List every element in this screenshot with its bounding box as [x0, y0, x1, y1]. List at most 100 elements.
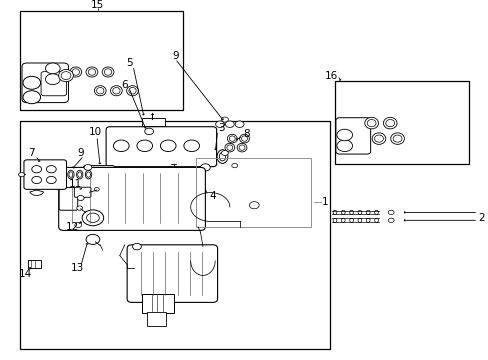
Ellipse shape [110, 86, 122, 96]
Text: 12: 12 [65, 222, 79, 232]
Text: 3: 3 [218, 123, 224, 133]
Ellipse shape [357, 210, 361, 215]
Ellipse shape [241, 136, 247, 141]
Ellipse shape [349, 218, 353, 222]
Ellipse shape [392, 135, 401, 142]
Ellipse shape [102, 67, 114, 77]
Circle shape [45, 74, 60, 85]
Circle shape [23, 91, 41, 104]
Circle shape [221, 117, 228, 122]
Bar [28, 260, 41, 268]
Text: 9: 9 [77, 148, 84, 158]
Circle shape [221, 150, 228, 156]
Ellipse shape [366, 120, 375, 127]
FancyBboxPatch shape [41, 72, 66, 96]
Circle shape [75, 222, 81, 228]
Ellipse shape [224, 143, 234, 152]
Ellipse shape [229, 136, 235, 141]
FancyBboxPatch shape [83, 166, 114, 175]
Circle shape [200, 164, 210, 171]
Circle shape [19, 172, 24, 177]
Text: 16: 16 [324, 71, 338, 81]
Bar [146, 312, 166, 326]
Circle shape [137, 140, 152, 152]
Ellipse shape [341, 218, 345, 222]
Ellipse shape [86, 67, 98, 77]
FancyBboxPatch shape [106, 127, 216, 167]
Circle shape [387, 218, 393, 222]
Ellipse shape [219, 152, 225, 161]
Ellipse shape [129, 87, 136, 94]
Circle shape [77, 206, 82, 210]
Circle shape [160, 140, 176, 152]
Circle shape [45, 63, 60, 74]
Ellipse shape [104, 69, 111, 75]
Text: 6: 6 [121, 80, 128, 90]
Circle shape [84, 165, 92, 170]
Circle shape [113, 140, 129, 152]
Circle shape [225, 121, 234, 127]
Circle shape [336, 129, 352, 141]
Ellipse shape [88, 69, 96, 75]
Circle shape [132, 243, 141, 250]
Ellipse shape [227, 134, 237, 143]
Ellipse shape [341, 210, 345, 215]
Circle shape [23, 76, 41, 89]
Ellipse shape [96, 87, 103, 94]
FancyBboxPatch shape [74, 187, 91, 197]
Ellipse shape [357, 218, 361, 222]
Text: 15: 15 [91, 0, 104, 10]
Ellipse shape [374, 210, 378, 215]
Ellipse shape [237, 143, 246, 152]
FancyBboxPatch shape [335, 118, 370, 154]
Ellipse shape [217, 150, 227, 163]
Text: 8: 8 [243, 129, 250, 139]
Text: 14: 14 [19, 269, 32, 279]
Circle shape [94, 188, 99, 191]
Ellipse shape [69, 172, 73, 177]
Ellipse shape [364, 117, 378, 129]
Bar [142, 118, 165, 126]
Circle shape [144, 128, 153, 135]
FancyBboxPatch shape [24, 160, 66, 189]
Ellipse shape [226, 145, 232, 150]
FancyBboxPatch shape [59, 167, 205, 230]
Ellipse shape [86, 172, 90, 177]
Circle shape [336, 140, 352, 152]
Ellipse shape [239, 134, 249, 143]
Ellipse shape [332, 210, 336, 215]
Ellipse shape [126, 86, 138, 96]
FancyBboxPatch shape [127, 245, 217, 302]
Ellipse shape [94, 86, 106, 96]
Bar [142, 294, 173, 313]
Ellipse shape [85, 170, 92, 179]
Ellipse shape [239, 145, 244, 150]
Circle shape [235, 121, 244, 127]
Ellipse shape [371, 133, 385, 144]
Ellipse shape [59, 69, 73, 82]
Circle shape [32, 166, 41, 173]
Ellipse shape [383, 117, 396, 129]
Ellipse shape [374, 218, 378, 222]
Ellipse shape [366, 210, 369, 215]
Ellipse shape [76, 170, 82, 179]
Circle shape [249, 202, 259, 209]
Bar [334, 81, 468, 164]
FancyBboxPatch shape [59, 188, 78, 210]
Ellipse shape [61, 72, 71, 80]
Circle shape [86, 234, 100, 244]
Text: 10: 10 [89, 127, 102, 138]
Ellipse shape [366, 218, 369, 222]
Text: 9: 9 [172, 51, 179, 61]
Text: 5: 5 [126, 58, 133, 68]
Circle shape [77, 195, 84, 201]
Circle shape [215, 121, 224, 127]
Ellipse shape [72, 69, 79, 75]
Wedge shape [30, 190, 43, 195]
Text: 13: 13 [70, 263, 84, 273]
Ellipse shape [385, 120, 394, 127]
Text: 4: 4 [209, 191, 216, 201]
Ellipse shape [112, 87, 120, 94]
Circle shape [32, 176, 41, 184]
Ellipse shape [374, 135, 383, 142]
